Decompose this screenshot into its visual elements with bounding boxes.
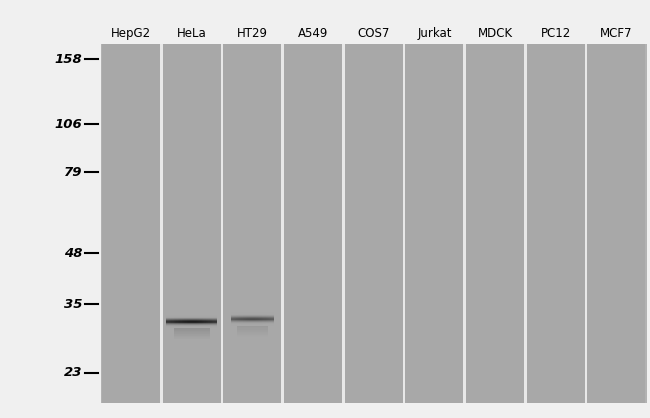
Text: HT29: HT29 — [237, 27, 268, 40]
Text: 106: 106 — [55, 118, 83, 131]
Text: HepG2: HepG2 — [111, 27, 151, 40]
Text: COS7: COS7 — [358, 27, 390, 40]
Text: 23: 23 — [64, 366, 83, 379]
Text: 48: 48 — [64, 247, 83, 260]
Text: 79: 79 — [64, 166, 83, 178]
Text: A549: A549 — [298, 27, 328, 40]
Text: PC12: PC12 — [541, 27, 571, 40]
Text: 35: 35 — [64, 298, 83, 311]
Text: Jurkat: Jurkat — [417, 27, 452, 40]
Text: HeLa: HeLa — [177, 27, 207, 40]
Text: 158: 158 — [55, 53, 83, 66]
Text: MDCK: MDCK — [478, 27, 513, 40]
Text: MCF7: MCF7 — [600, 27, 632, 40]
